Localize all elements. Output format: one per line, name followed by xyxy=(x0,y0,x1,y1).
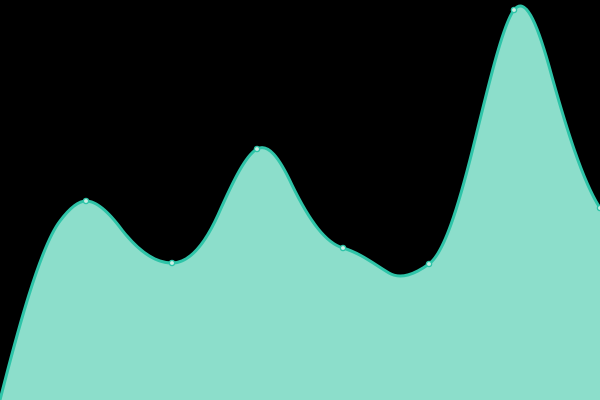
data-point-marker[interactable] xyxy=(82,197,90,205)
data-point-markers xyxy=(82,6,600,268)
data-point-marker[interactable] xyxy=(596,204,600,212)
data-point-marker[interactable] xyxy=(253,145,261,153)
data-point-marker[interactable] xyxy=(510,6,518,14)
data-point-marker[interactable] xyxy=(339,244,347,252)
data-point-marker[interactable] xyxy=(425,260,433,268)
data-point-marker[interactable] xyxy=(168,259,176,267)
